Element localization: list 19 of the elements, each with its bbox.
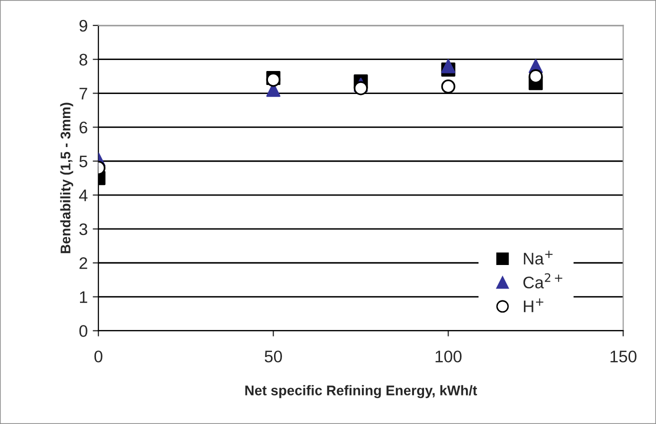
y-tick-label: 3 [79, 223, 88, 236]
x-tick-label: 50 [264, 350, 282, 362]
y-tick-label: 6 [80, 122, 88, 134]
x-tick-label: 0 [94, 350, 102, 362]
x-axis-title: Net specific Refining Energy, kWh/t [245, 385, 478, 398]
y-tick-label: 8 [79, 54, 88, 66]
x-tick-label: 100 [436, 350, 462, 362]
legend-label: Na$^{+}$ [524, 250, 553, 265]
y-axis-title: Bendability (1,5 - 3mm) [60, 102, 74, 254]
y-tick-label: 5 [79, 156, 88, 168]
legend-label: Ca$^{2+}$ [523, 273, 562, 288]
legend-label: H$^{+}$ [524, 298, 544, 312]
y-tick-label: 1 [80, 291, 88, 303]
x-tick-label: 150 [610, 350, 636, 362]
y-tick-label: 4 [79, 190, 88, 202]
y-tick-label: 2 [80, 257, 88, 269]
y-tick-label: 7 [80, 88, 88, 100]
y-tick-label: 9 [79, 20, 88, 32]
y-tick-label: 0 [79, 325, 88, 337]
